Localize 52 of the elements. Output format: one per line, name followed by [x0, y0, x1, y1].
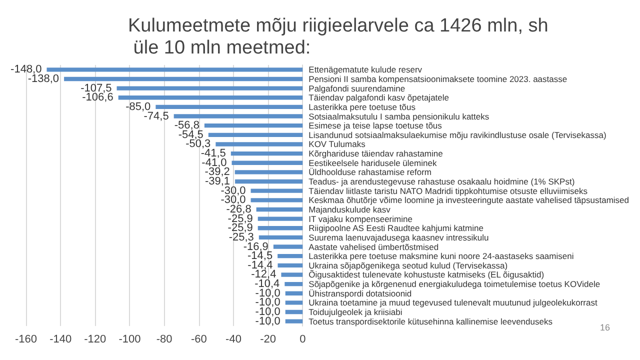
x-tick-label: -120	[84, 334, 106, 346]
y-tick-label: Majanduskulude kasv	[308, 204, 392, 214]
y-tick-label: Ukraina toetamine ja muud tegevused tulenevalt muutunud julgeolekukorrast	[308, 298, 598, 308]
y-tick-label: Täiendav liitlaste taristu NATO Madridi tippkohtumise otsuste elluviimiseks	[308, 186, 588, 196]
y-tick-label: Ettenägematute kulude reserv	[308, 64, 423, 75]
x-tick-label: -100	[118, 334, 141, 346]
y-tick-label: Pensioni II samba kompensatsioonimaksete toomine 2023. aastasse	[308, 74, 568, 84]
data-label: -25,9	[228, 212, 253, 225]
y-tick-label: Suurema laenuvajadusega kaasnev intressikulu	[308, 232, 489, 242]
x-tick-label: -20	[260, 334, 276, 346]
y-tick-label: Ukraina sõjapõgenikega seotud kulud (Tervisekassa)	[308, 260, 508, 270]
data-label: -10,0	[255, 315, 280, 328]
y-tick-label: Sotsiaalmaksutulu I samba pensionikulu katteks	[308, 111, 490, 122]
y-tick-label: Teadus- ja arendustegevuse rahastuse osakaalu hoidmine (1% SKPst)	[308, 176, 575, 187]
y-tick-label: Ühistranspordi dotatsioonid	[308, 288, 412, 298]
y-tick-label: Toetus transpordisektorile kütusehinna kallinemise leevenduseks	[308, 316, 552, 326]
data-label: -138,0	[28, 72, 60, 85]
x-tick-label: -160	[14, 334, 38, 346]
y-tick-label: Lasterikka pere toetuse tõus	[308, 102, 416, 112]
data-label: -14,4	[248, 259, 273, 272]
x-tick-label: -60	[190, 334, 207, 346]
y-tick-label: Toidujulgeolek ja kriisiabi	[308, 307, 402, 318]
data-label: -74,5	[144, 110, 169, 122]
y-tick-label: Sõjapõgenike ja kõrgenenud energiakuludega toimetulemise toetus KOVidele	[308, 279, 600, 290]
text: 16	[600, 322, 610, 332]
y-tick-label: Aastate vahelised ümbertõstmised	[308, 242, 439, 252]
y-tick-label: Kõrghariduse täiendav rahastamine	[308, 148, 444, 159]
y-tick-label: Täiendav palgafondi kasv õpetajatele	[308, 92, 450, 103]
x-tick-label: 0	[300, 334, 306, 346]
data-label: -106,6	[82, 92, 114, 104]
y-tick-label: KOV Tulumaks	[308, 139, 366, 150]
x-tick-label: -40	[226, 334, 242, 346]
data-label: -107,5	[80, 82, 112, 94]
y-tick-label: Lisandunud sotsiaalmaksulaekumise mõju ravikindlustuse osale (Tervisekassa)	[308, 130, 606, 140]
y-tick-label: Eestikeelsele haridusele üleminek	[308, 158, 438, 168]
data-label: -25,3	[228, 231, 254, 244]
y-tick-label: Riigipoolne AS Eesti Raudtee kahjumi katmine	[308, 223, 484, 234]
data-label: -54,5	[178, 128, 204, 141]
data-label: -16,9	[243, 240, 268, 253]
y-tick-label: Lasterikka pere toetuse maksmine kuni noore 24-aastaseks saamiseni	[308, 251, 574, 262]
x-tick-label: -140	[50, 334, 72, 346]
y-tick-label: IT vajaku kompenseerimine	[308, 214, 413, 224]
y-tick-label: Keskmaa õhutõrje võime loomine ja investeeringute aastate vahelised täpsustamised	[308, 195, 630, 206]
y-tick-label: Palgafondi suurendamine	[308, 83, 406, 94]
data-label: -41,0	[202, 156, 227, 169]
y-tick-label: Õigusaktidest tulenevate kohustuste katmiseks (EL õigusaktid)	[308, 270, 544, 280]
data-label: -85,0	[126, 100, 151, 113]
y-tick-label: Üldhoolduse rahastamise reform	[308, 167, 432, 178]
chart-title: Kulumeetmete mõju riigieelarvele ca 1426 mln, sh üle 10 mln meetmed:	[128, 16, 548, 58]
data-label: -10,0	[255, 287, 280, 300]
y-tick-label: Esimese ja teise lapse toetuse tõus	[308, 120, 442, 131]
x-tick-label: -80	[156, 334, 172, 346]
